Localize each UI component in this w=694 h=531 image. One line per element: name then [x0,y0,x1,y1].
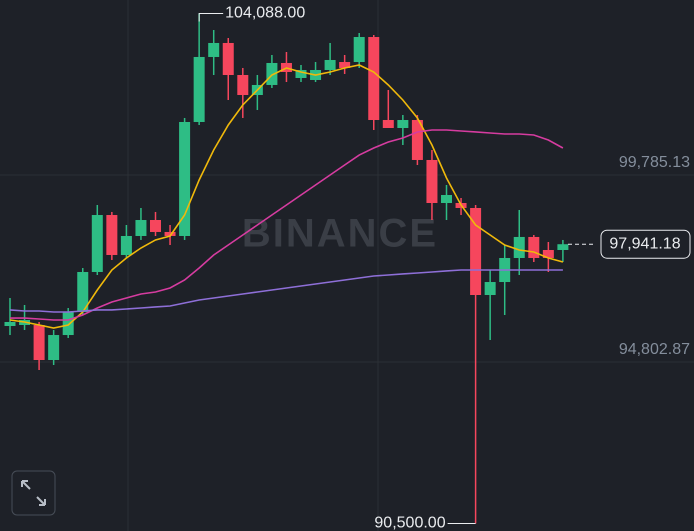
candle-body [470,207,482,296]
high-label: 104,088.00 [225,5,305,22]
candle-body [91,215,103,272]
moving-average [10,129,564,321]
candle-body [237,74,249,96]
candle-body [135,220,147,236]
candle-body [426,159,438,204]
candle-body [150,220,161,232]
candle-body [441,195,452,204]
candle-body [120,235,132,255]
fullscreen-button[interactable] [11,470,56,516]
button-frame[interactable] [11,470,56,516]
candle-body [528,236,540,258]
candle-body [484,282,496,296]
candle-body [193,56,205,122]
candle-body [208,42,220,57]
y-tick-label: 99,785.13 [619,154,690,171]
fullscreen-icon[interactable] [21,480,46,506]
candle-body [164,231,176,236]
candle-body [353,37,365,63]
candle-body [339,62,351,68]
candle-body [411,120,423,160]
candle-body [382,120,394,129]
candle-body [4,321,16,327]
candle-body [77,271,89,313]
candle-body [295,70,307,79]
candle-body [266,62,278,85]
candle-body [222,42,234,75]
y-tick-label: 94,802.87 [619,341,690,358]
watermark: BINANCE [242,212,438,256]
moving-average [9,269,563,313]
candle-body [542,249,554,258]
last-price-box [600,229,691,259]
candle-body [33,324,45,361]
candle-body [324,59,336,71]
candle-body [368,37,380,121]
candle-body [106,215,118,255]
last-price-label: 97,941.18 [609,235,680,252]
candle-body [62,312,74,336]
candle-body [513,236,525,258]
candle-body [48,335,60,361]
moving-average [9,64,564,329]
high-marker-line [198,12,224,22]
low-label: 90,500.00 [374,515,445,531]
candle-body [179,121,191,236]
candle-body [557,244,569,250]
candle-body [397,120,409,129]
